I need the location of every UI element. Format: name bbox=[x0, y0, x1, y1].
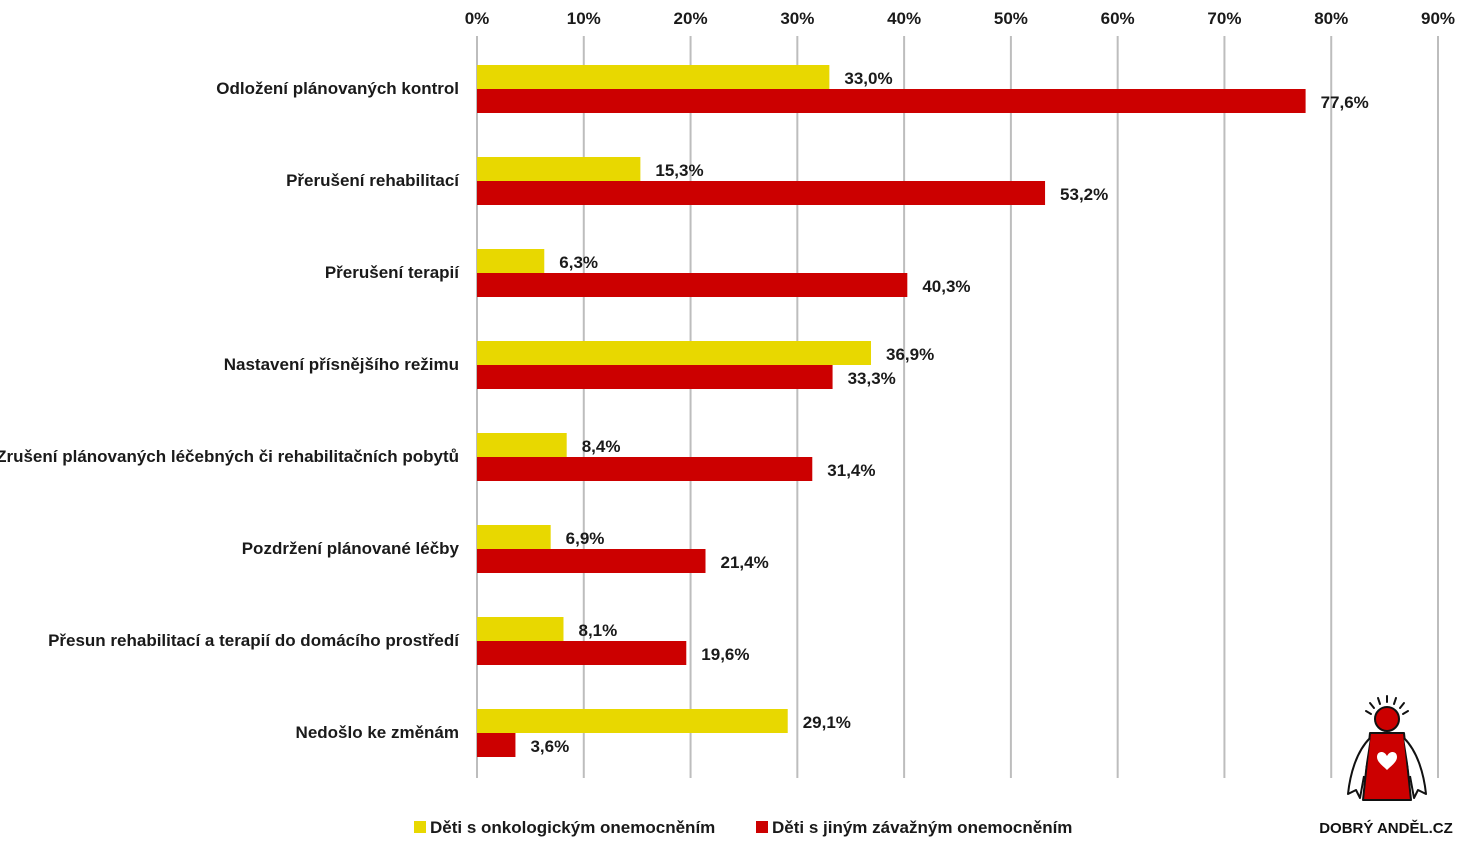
logo-text: DOBRÝ ANDĚL.CZ bbox=[1319, 819, 1453, 837]
bar-series-1-8 bbox=[477, 709, 788, 733]
data-labels: 33,0% 77,6% 15,3% 53,2% 6,3% 40,3% 36,9% 33,3% 8… bbox=[530, 69, 1368, 756]
category-label-5: Zrušení plánovaných léčebných či rehabil… bbox=[0, 447, 459, 466]
data-label-series-2-5: 31,4% bbox=[827, 461, 875, 480]
gridlines bbox=[476, 36, 1439, 778]
data-label-series-1-3: 6,3% bbox=[559, 253, 598, 272]
legend-item-series-2: Děti s jiným závažným onemocněním bbox=[756, 818, 1072, 837]
bar-series-2-4 bbox=[477, 365, 833, 389]
bar-series-2-5 bbox=[477, 457, 813, 481]
bar-series-1-6 bbox=[477, 525, 551, 549]
bar-series-2-2 bbox=[477, 181, 1046, 205]
bar-series-1-1 bbox=[477, 65, 830, 89]
category-label-4: Nastavení přísnějšího režimu bbox=[224, 355, 459, 374]
angel-heart-icon bbox=[1347, 695, 1427, 801]
bar-series-1-3 bbox=[477, 249, 545, 273]
data-label-series-1-8: 29,1% bbox=[803, 713, 851, 732]
data-label-series-2-4: 33,3% bbox=[848, 369, 896, 388]
bar-series-2-6 bbox=[477, 549, 706, 573]
bar-series-1-2 bbox=[477, 157, 641, 181]
x-tick-label-60: 60% bbox=[1101, 9, 1135, 28]
legend-label-series-2: Děti s jiným závažným onemocněním bbox=[772, 818, 1072, 837]
category-label-1: Odložení plánovaných kontrol bbox=[216, 79, 459, 98]
data-label-series-1-7: 8,1% bbox=[578, 621, 617, 640]
legend-item-series-1: Děti s onkologickým onemocněním bbox=[414, 818, 715, 837]
bars bbox=[477, 65, 1306, 757]
legend-swatch-series-2 bbox=[756, 821, 768, 833]
data-label-series-2-3: 40,3% bbox=[922, 277, 970, 296]
category-label-3: Přerušení terapií bbox=[325, 263, 460, 282]
x-tick-label-30: 30% bbox=[780, 9, 814, 28]
x-tick-label-20: 20% bbox=[674, 9, 708, 28]
legend-swatch-series-1 bbox=[414, 821, 426, 833]
bar-series-2-1 bbox=[477, 89, 1306, 113]
bar-series-1-7 bbox=[477, 617, 564, 641]
x-tick-label-50: 50% bbox=[994, 9, 1028, 28]
category-label-8: Nedošlo ke změnám bbox=[296, 723, 459, 742]
category-labels: Odložení plánovaných kontrol Přerušení re… bbox=[0, 79, 460, 742]
data-label-series-1-6: 6,9% bbox=[566, 529, 605, 548]
bar-series-1-4 bbox=[477, 341, 872, 365]
bar-series-2-3 bbox=[477, 273, 908, 297]
x-tick-label-10: 10% bbox=[567, 9, 601, 28]
dobry-andel-logo: DOBRÝ ANDĚL.CZ bbox=[1319, 695, 1453, 837]
x-tick-label-0: 0% bbox=[465, 9, 490, 28]
bar-series-2-8 bbox=[477, 733, 516, 757]
x-tick-label-40: 40% bbox=[887, 9, 921, 28]
bar-series-1-5 bbox=[477, 433, 567, 457]
category-label-2: Přerušení rehabilitací bbox=[286, 171, 460, 190]
x-axis-ticks: 0% 10% 20% 30% 40% 50% 60% 70% 80% 90% bbox=[465, 9, 1455, 28]
x-tick-label-70: 70% bbox=[1207, 9, 1241, 28]
data-label-series-1-4: 36,9% bbox=[886, 345, 934, 364]
category-label-6: Pozdržení plánované léčby bbox=[242, 539, 460, 558]
data-label-series-2-7: 19,6% bbox=[701, 645, 749, 664]
x-tick-label-80: 80% bbox=[1314, 9, 1348, 28]
data-label-series-2-8: 3,6% bbox=[530, 737, 569, 756]
bar-series-2-7 bbox=[477, 641, 687, 665]
category-label-7: Přesun rehabilitací a terapií do domácíh… bbox=[48, 631, 460, 650]
data-label-series-1-1: 33,0% bbox=[844, 69, 892, 88]
data-label-series-2-6: 21,4% bbox=[721, 553, 769, 572]
data-label-series-1-2: 15,3% bbox=[655, 161, 703, 180]
x-tick-label-90: 90% bbox=[1421, 9, 1455, 28]
data-label-series-1-5: 8,4% bbox=[582, 437, 621, 456]
data-label-series-2-2: 53,2% bbox=[1060, 185, 1108, 204]
data-label-series-2-1: 77,6% bbox=[1321, 93, 1369, 112]
legend-label-series-1: Děti s onkologickým onemocněním bbox=[430, 818, 715, 837]
legend: Děti s onkologickým onemocněním Děti s j… bbox=[414, 818, 1072, 837]
